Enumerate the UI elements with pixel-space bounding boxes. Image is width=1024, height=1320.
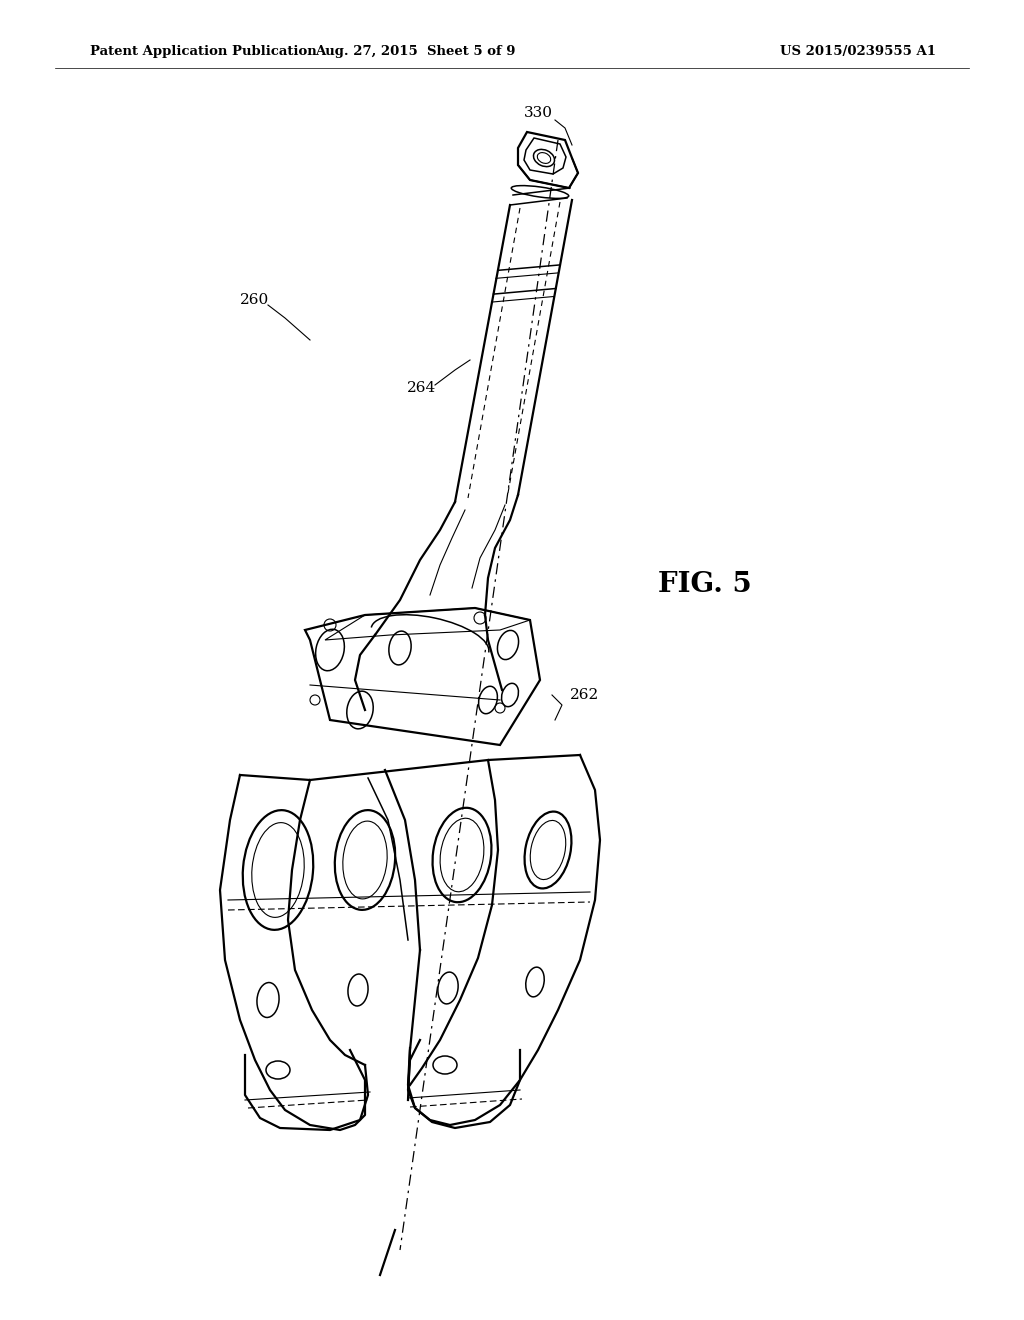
Text: 264: 264 bbox=[408, 381, 436, 395]
Text: Aug. 27, 2015  Sheet 5 of 9: Aug. 27, 2015 Sheet 5 of 9 bbox=[314, 45, 515, 58]
Text: 260: 260 bbox=[241, 293, 269, 308]
Text: Patent Application Publication: Patent Application Publication bbox=[90, 45, 316, 58]
Text: 262: 262 bbox=[570, 688, 599, 702]
Text: FIG. 5: FIG. 5 bbox=[658, 572, 752, 598]
Text: 330: 330 bbox=[523, 106, 553, 120]
Text: US 2015/0239555 A1: US 2015/0239555 A1 bbox=[780, 45, 936, 58]
